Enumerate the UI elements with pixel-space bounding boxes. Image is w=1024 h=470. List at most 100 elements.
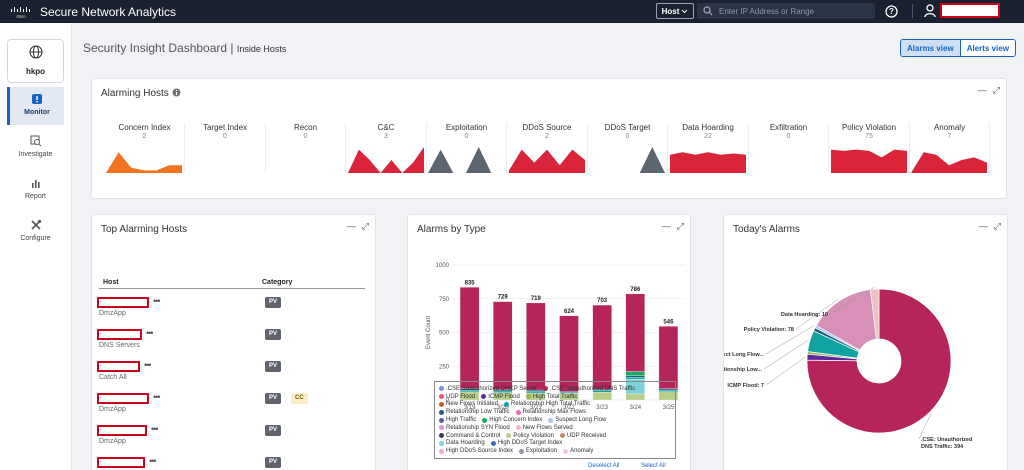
alarm-category-cell[interactable]: C&C 3 [347,123,427,173]
bar-segment[interactable] [493,301,513,390]
bar-segment[interactable] [625,377,645,380]
expand-icon[interactable]: ⤢ [993,221,1001,231]
bar-segment[interactable] [625,293,645,372]
bar-segment[interactable] [559,315,579,392]
alarm-category-cell[interactable]: Concern Index 2 [105,123,185,173]
pie-slice[interactable] [869,288,880,340]
alarm-category-cell[interactable]: Recon 0 [266,123,346,173]
tenant-selector[interactable]: hkpo [7,39,64,83]
legend-item[interactable]: Relationship Low Traffic [439,409,510,415]
minimize-icon[interactable]: — [346,221,356,231]
pie-data-label: .CSE: Unauthorized [921,437,972,443]
legend-item[interactable]: High Concern Index [482,417,542,423]
legend-item[interactable]: Relationship Max Flows [515,409,586,415]
sidebar-item-report[interactable]: Report [7,171,64,209]
legend-item[interactable]: High Total Traffic [525,394,577,400]
legend-item[interactable]: New Flows Served [515,425,573,431]
host-ip-redacted[interactable] [97,361,140,372]
column-header-host[interactable]: Host [103,279,119,286]
more-options-icon[interactable]: ••• [153,296,161,306]
legend-item[interactable]: Suspect Long Flow [548,417,606,423]
table-row[interactable]: ••• DmzApp PV CC [97,392,367,426]
legend-item[interactable]: High DDoS Source Index [439,448,513,454]
alerts-view-button[interactable]: Alerts view [960,40,1015,56]
legend-item[interactable]: Command & Control [439,433,500,439]
bar-segment[interactable] [526,302,546,391]
bar-segment[interactable] [459,287,480,389]
alarm-category-cell[interactable]: Anomaly 7 [910,123,990,173]
expand-icon[interactable]: ⤢ [992,85,1000,95]
minimize-icon[interactable]: — [977,85,987,95]
legend-item[interactable]: .CSE: Unauthorized DNS Traffic [542,386,635,392]
bar-segment[interactable] [658,326,679,389]
user-name-redacted[interactable] [940,3,1000,18]
alarm-category-cell[interactable]: Data Hoarding 22 [669,123,749,173]
bar-total-label: 703 [597,298,608,304]
category-badge[interactable]: PV [265,361,282,372]
minimize-icon[interactable]: — [661,221,671,231]
deselect-all-link[interactable]: Deselect All [588,463,620,469]
legend-item[interactable]: UDP Flood [439,394,475,400]
table-row[interactable]: ••• Catch All PV [97,360,367,394]
table-row[interactable]: ••• DNS Servers PV [97,328,367,362]
host-ip-redacted[interactable] [97,393,149,404]
legend-item[interactable]: Anomaly [563,448,593,454]
sidebar-item-monitor[interactable]: Monitor [7,87,64,125]
bar-segment[interactable] [625,375,645,378]
alarm-category-cell[interactable]: Exfiltration 0 [749,123,829,173]
legend-item[interactable]: Exploitation [519,448,557,454]
bar-segment[interactable] [592,304,612,390]
host-ip-redacted[interactable] [97,329,142,340]
more-options-icon[interactable]: ••• [149,456,157,466]
pie-slice[interactable] [806,288,952,434]
category-badge[interactable]: PV [265,457,282,468]
host-ip-redacted[interactable] [97,425,147,436]
search-scope-select[interactable]: Host [656,3,694,19]
category-badge[interactable]: PV [265,425,282,436]
expand-icon[interactable]: ⤢ [676,221,684,231]
legend-item[interactable]: UDP Received [559,433,606,439]
sidebar-item-configure[interactable]: Configure [7,213,64,251]
column-header-category[interactable]: Category [262,279,293,286]
legend-item[interactable]: New Flows Initiated [439,401,498,407]
table-row[interactable]: ••• DmzApp PV [97,424,367,458]
help-icon[interactable]: ? [885,5,898,18]
legend-item[interactable]: Relationship High Total Traffic [504,401,590,407]
alarm-category-cell[interactable]: DDoS Source 2 [508,123,588,173]
legend-item[interactable]: Relationship SYN Flood [439,425,510,431]
more-options-icon[interactable]: ••• [151,424,159,434]
search-icon [703,6,713,16]
select-all-link[interactable]: Select All [641,463,666,469]
legend-item[interactable]: ICMP Flood [481,394,520,400]
search-input[interactable] [719,6,869,16]
alarm-category-cell[interactable]: Policy Violation 75 [830,123,910,173]
alarm-category-cell[interactable]: Target Index 0 [186,123,266,173]
cisco-logo[interactable]: cisco [10,6,32,18]
alarm-category-cell[interactable]: DDoS Target 0 [588,123,668,173]
alarm-category-cell[interactable]: Exploitation 0 [427,123,507,173]
legend-item[interactable]: Data Hoarding [439,440,485,446]
legend-item[interactable]: Policy Violation [506,433,554,439]
user-icon[interactable] [924,4,936,18]
table-row[interactable]: ••• DmzApp PV [97,296,367,330]
chevron-down-icon [682,9,688,13]
category-badge[interactable]: PV [265,329,282,340]
category-badge[interactable]: PV [265,393,282,404]
category-badge[interactable]: PV [265,297,282,308]
bar-segment[interactable] [625,371,645,376]
legend-item[interactable]: High DDoS Target Index [490,440,562,446]
alarms-view-button[interactable]: Alarms view [901,40,961,56]
minimize-icon[interactable]: — [978,221,988,231]
table-row[interactable]: ••• PV [97,456,367,470]
host-ip-redacted[interactable] [97,297,149,308]
legend-item[interactable]: .CSE: Unauthorized DHCP Server [439,386,537,392]
more-options-icon[interactable]: ••• [153,392,161,402]
host-ip-redacted[interactable] [97,457,145,468]
info-icon[interactable] [172,88,181,97]
legend-item[interactable]: High Traffic [439,417,476,423]
more-options-icon[interactable]: ••• [144,360,152,370]
sidebar-item-investigate[interactable]: Investigate [7,129,64,167]
expand-icon[interactable]: ⤢ [361,221,369,231]
more-options-icon[interactable]: ••• [146,328,154,338]
category-badge[interactable]: CC [291,393,308,404]
